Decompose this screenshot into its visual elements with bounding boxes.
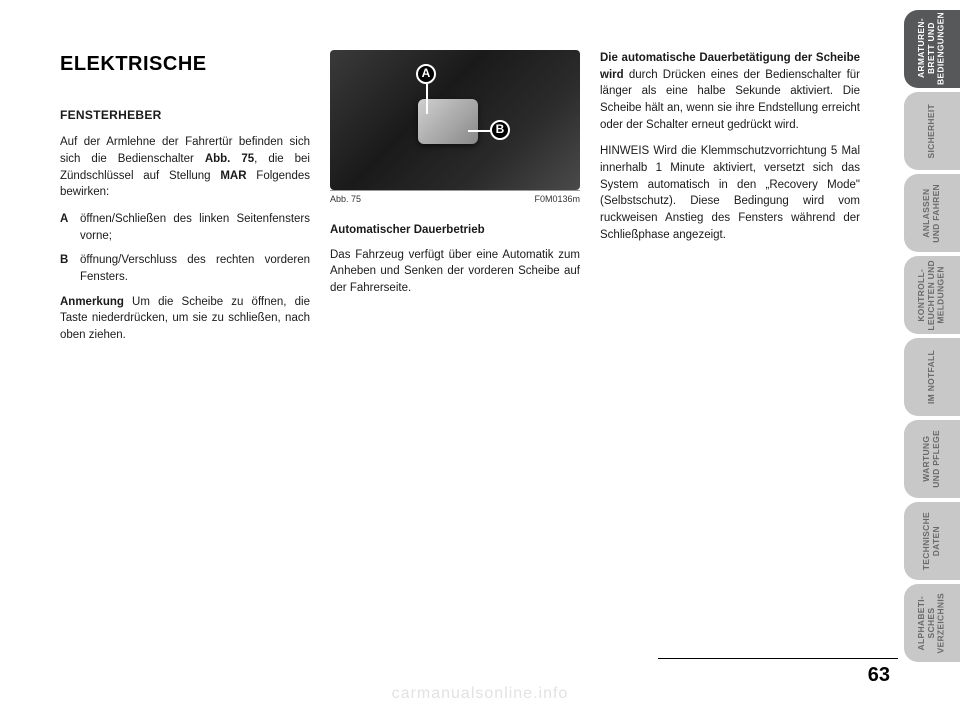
caption-left: Abb. 75 <box>330 193 361 206</box>
callout-b: B <box>490 120 510 140</box>
side-tabs: ARMATUREN- BRETT UND BEDIENGUNGEN SICHER… <box>904 0 960 709</box>
manual-page: ELEKTRISCHE FENSTERHEBER Auf der Armlehn… <box>0 0 960 709</box>
text-bold: Abb. 75 <box>205 153 254 165</box>
tab-anlassen[interactable]: ANLASSEN UND FAHREN <box>904 174 960 252</box>
list-text: öffnung/Verschluss des rechten vorderen … <box>80 252 310 285</box>
callout-leader-b <box>468 130 492 132</box>
tab-wartung[interactable]: WARTUNG UND PFLEGE <box>904 420 960 498</box>
tab-label: KONTROLL- LEUCHTEN UND MELDUNGEN <box>917 260 946 331</box>
column-2: A B Abb. 75 F0M0136m Automatischer Dauer… <box>330 50 580 689</box>
section-heading: FENSTERHEBER <box>60 107 310 124</box>
callout-leader-a <box>426 84 428 114</box>
body-paragraph: Das Fahrzeug verfügt über eine Automatik… <box>330 247 580 297</box>
column-3: Die automatische Dauerbetätigung der Sch… <box>600 50 860 689</box>
page-number: 63 <box>868 664 890 687</box>
text-run: durch Drücken eines der Bedienschalter f… <box>600 69 860 131</box>
tab-notfall[interactable]: IM NOTFALL <box>904 338 960 416</box>
content-area: ELEKTRISCHE FENSTERHEBER Auf der Armlehn… <box>0 0 904 709</box>
tab-alphabetisches[interactable]: ALPHABETI- SCHES VERZEICHNIS <box>904 584 960 662</box>
list-label: A <box>60 211 80 244</box>
intro-paragraph: Auf der Armlehne der Fahrertür befinden … <box>60 134 310 201</box>
list-item-a: A öffnen/Schließen des linken Seitenfens… <box>60 211 310 244</box>
subsection-heading: Automatischer Dauerbetrieb <box>330 222 580 239</box>
tab-label: SICHERHEIT <box>927 104 937 158</box>
note-label: Anmerkung <box>60 296 124 308</box>
tab-label: WARTUNG UND PFLEGE <box>922 430 942 488</box>
note-paragraph: Anmerkung Um die Scheibe zu öffnen, die … <box>60 294 310 344</box>
tab-technische[interactable]: TECHNISCHE DATEN <box>904 502 960 580</box>
callout-a: A <box>416 64 436 84</box>
tab-label: ARMATUREN- BRETT UND BEDIENGUNGEN <box>917 12 946 85</box>
figure-image: A B <box>330 50 580 190</box>
body-paragraph: Die automatische Dauerbetätigung der Sch… <box>600 50 860 133</box>
body-paragraph: HINWEIS Wird die Klemmschutzvorrichtung … <box>600 143 860 243</box>
tab-label: IM NOTFALL <box>927 350 937 404</box>
list-text: öffnen/Schließen des linken Seitenfenste… <box>80 211 310 244</box>
tab-armaturen[interactable]: ARMATUREN- BRETT UND BEDIENGUNGEN <box>904 10 960 88</box>
page-title: ELEKTRISCHE <box>60 50 310 79</box>
tab-label: TECHNISCHE DATEN <box>922 512 942 570</box>
tab-sicherheit[interactable]: SICHERHEIT <box>904 92 960 170</box>
tab-kontroll[interactable]: KONTROLL- LEUCHTEN UND MELDUNGEN <box>904 256 960 334</box>
list-label: B <box>60 252 80 285</box>
text-bold: MAR <box>220 170 246 182</box>
tab-label: ALPHABETI- SCHES VERZEICHNIS <box>917 593 946 653</box>
tab-label: ANLASSEN UND FAHREN <box>922 184 942 243</box>
caption-right: F0M0136m <box>534 193 580 206</box>
list-item-b: B öffnung/Verschluss des rechten vordere… <box>60 252 310 285</box>
figure-75: A B Abb. 75 F0M0136m <box>330 50 580 206</box>
column-1: ELEKTRISCHE FENSTERHEBER Auf der Armlehn… <box>60 50 310 689</box>
figure-caption: Abb. 75 F0M0136m <box>330 190 580 206</box>
